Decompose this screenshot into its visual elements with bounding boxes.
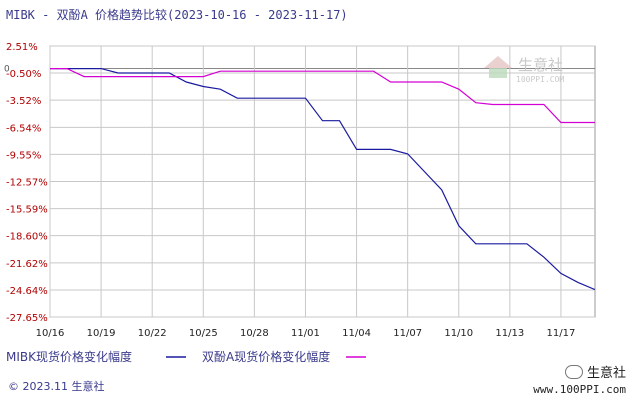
watermark-logo-icon: [484, 56, 512, 68]
y-tick-label: -18.60%: [6, 232, 48, 243]
legend-label-1: MIBK现货价格变化幅度: [6, 349, 132, 364]
chat-bubble-icon: [564, 364, 583, 379]
legend-label-2: 双酚A现货价格变化幅度: [202, 349, 330, 364]
axis-layer: 2.51% -0.50% -3.52% -6.54% -9.55% -12.57% -15.…: [4, 42, 575, 339]
x-tick-label: 10/25: [189, 328, 218, 339]
series-line-1: [50, 67, 595, 291]
x-tick-label: 11/04: [342, 328, 371, 339]
x-tick-label: 11/01: [291, 328, 320, 339]
x-tick-label: 11/10: [444, 328, 473, 339]
chart-title: MIBK - 双酚A 价格趋势比较(2023-10-16 - 2023-11-1…: [6, 8, 348, 22]
watermark-logo-base: [489, 68, 507, 78]
y-tick-label: -21.62%: [6, 259, 48, 270]
y-tick-label: 2.51%: [6, 42, 38, 53]
footer-watermark-name: 生意社: [586, 366, 626, 381]
copyright-text: © 2023.11 生意社: [8, 380, 105, 393]
footer-watermark: 生意社 www.100PPI.com: [533, 362, 626, 396]
x-tick-label: 11/17: [547, 328, 576, 339]
series-layer: [50, 67, 595, 291]
y-tick-label: -24.64%: [6, 286, 48, 297]
y-tick-label: -3.52%: [6, 96, 41, 107]
grid-layer: [49, 45, 596, 318]
y-tick-label: -27.65%: [6, 313, 48, 324]
x-tick-label: 11/13: [495, 328, 524, 339]
series-line-2: [50, 67, 595, 124]
x-tick-label: 10/19: [87, 328, 116, 339]
chart-watermark-url: 100PPI.COM: [516, 75, 564, 84]
x-tick-label: 10/28: [240, 328, 269, 339]
zero-label: 0: [4, 65, 10, 75]
y-tick-label: -6.54%: [6, 123, 41, 134]
footer-watermark-url: www.100PPI.com: [533, 383, 626, 396]
x-tick-label: 11/07: [393, 328, 422, 339]
x-tick-label: 10/22: [138, 328, 167, 339]
y-tick-label: -0.50%: [6, 69, 41, 80]
y-tick-label: -9.55%: [6, 150, 41, 161]
y-tick-label: -15.59%: [6, 205, 48, 216]
y-tick-label: -12.57%: [6, 178, 48, 189]
chart-watermark-name: 生意社: [518, 56, 563, 74]
legend: MIBK现货价格变化幅度 双酚A现货价格变化幅度: [6, 349, 366, 364]
x-tick-label: 10/16: [36, 328, 65, 339]
